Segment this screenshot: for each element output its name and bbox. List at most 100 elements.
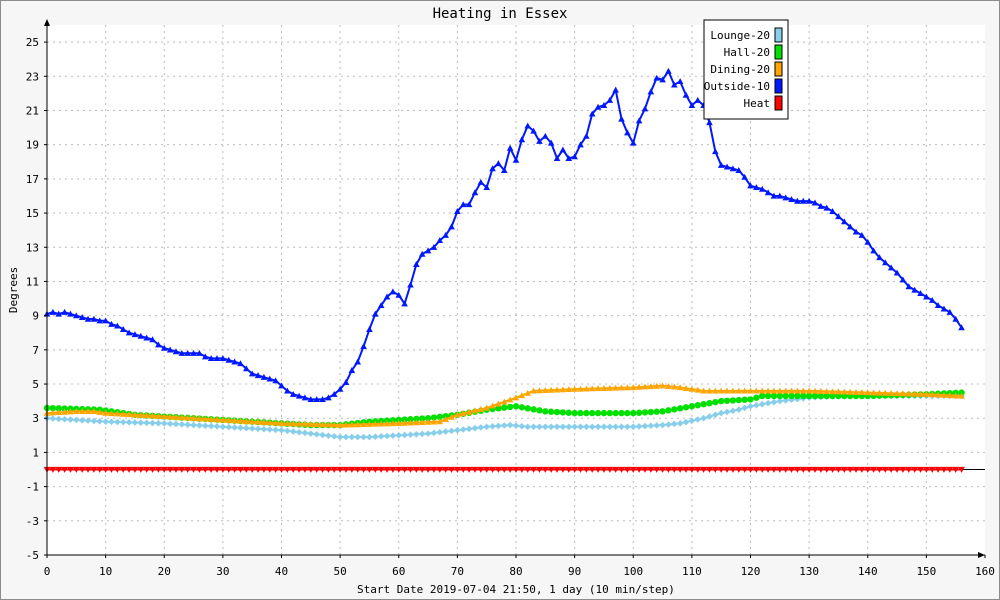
- data-point-dining-20: [577, 385, 584, 392]
- data-point-heat: [295, 466, 303, 473]
- x-tick-label: 110: [682, 565, 702, 578]
- data-point-heat: [911, 466, 918, 473]
- data-point-heat: [248, 466, 256, 473]
- data-point-heat: [846, 466, 854, 473]
- data-point-lounge-20: [67, 416, 74, 423]
- data-point-heat: [219, 466, 227, 473]
- data-point-hall-20: [565, 409, 572, 416]
- data-point-heat: [799, 466, 807, 473]
- data-point-heat: [676, 466, 684, 473]
- data-point-hall-20: [735, 396, 742, 404]
- data-point-heat: [114, 466, 121, 473]
- data-point-dining-20: [893, 390, 901, 397]
- data-point-lounge-20: [307, 430, 315, 437]
- data-point-dining-20: [266, 419, 274, 426]
- data-point-dining-20: [571, 385, 578, 392]
- data-point-heat: [852, 466, 860, 473]
- data-point-hall-20: [395, 416, 402, 424]
- data-point-heat: [307, 466, 315, 473]
- data-point-dining-20: [670, 383, 678, 390]
- data-point-outside-10: [307, 396, 315, 403]
- data-point-heat: [817, 466, 825, 473]
- data-point-lounge-20: [213, 423, 221, 430]
- data-point-heat: [512, 466, 520, 473]
- data-point-lounge-20: [483, 423, 490, 431]
- data-point-dining-20: [160, 413, 168, 420]
- data-point-dining-20: [248, 418, 256, 425]
- data-point-outside-10: [143, 334, 150, 341]
- data-point-outside-10: [436, 237, 444, 244]
- data-point-heat: [383, 466, 391, 473]
- data-point-heat: [166, 466, 174, 473]
- data-point-heat: [325, 466, 332, 473]
- data-point-lounge-20: [448, 427, 455, 435]
- data-point-heat: [659, 466, 666, 473]
- chart-title: Heating in Essex: [433, 6, 568, 22]
- data-point-hall-20: [413, 415, 420, 423]
- data-point-outside-10: [237, 360, 244, 367]
- series-dining-20: [43, 382, 965, 428]
- data-point-hall-20: [577, 409, 584, 417]
- data-point-outside-10: [383, 293, 391, 300]
- data-point-dining-20: [887, 389, 895, 396]
- data-point-lounge-20: [635, 423, 643, 430]
- data-point-hall-20: [682, 404, 690, 411]
- data-point-outside-10: [864, 238, 872, 245]
- data-point-dining-20: [348, 421, 356, 428]
- data-point-outside-10: [512, 156, 520, 163]
- data-point-lounge-20: [413, 430, 420, 438]
- data-point-lounge-20: [583, 423, 590, 431]
- data-point-lounge-20: [301, 429, 309, 437]
- data-point-outside-10: [741, 173, 748, 180]
- data-point-lounge-20: [295, 428, 303, 436]
- data-point-heat: [448, 466, 455, 473]
- y-tick-label: 9: [32, 310, 39, 323]
- data-point-heat: [682, 466, 690, 473]
- data-point-lounge-20: [424, 430, 432, 437]
- data-point-lounge-20: [55, 415, 63, 423]
- data-point-dining-20: [137, 411, 145, 418]
- data-point-dining-20: [776, 387, 784, 394]
- data-point-dining-20: [49, 409, 57, 416]
- data-point-heat: [782, 466, 789, 473]
- data-point-outside-10: [84, 315, 92, 322]
- data-point-lounge-20: [102, 418, 109, 425]
- data-point-heat: [424, 466, 432, 473]
- x-tick-label: 20: [158, 565, 171, 578]
- data-point-dining-20: [829, 388, 836, 395]
- data-point-lounge-20: [418, 430, 426, 438]
- data-point-lounge-20: [729, 407, 737, 415]
- data-point-hall-20: [665, 407, 672, 414]
- data-point-lounge-20: [706, 413, 713, 420]
- data-point-outside-10: [911, 286, 918, 293]
- data-point-heat: [67, 466, 74, 473]
- data-point-outside-10: [782, 194, 789, 201]
- data-point-heat: [893, 466, 901, 473]
- data-point-dining-20: [741, 387, 748, 394]
- legend-swatch-outside-10: [774, 78, 783, 94]
- data-point-outside-10: [319, 396, 326, 403]
- data-point-outside-10: [606, 96, 614, 103]
- data-point-heat: [395, 466, 403, 473]
- data-point-dining-20: [424, 418, 432, 425]
- data-point-dining-20: [366, 420, 373, 427]
- data-point-dining-20: [454, 411, 461, 418]
- data-point-lounge-20: [49, 415, 57, 422]
- data-point-outside-10: [624, 129, 631, 136]
- data-point-heat: [49, 466, 57, 473]
- y-tick-label: 13: [26, 241, 39, 254]
- data-point-heat: [835, 466, 842, 473]
- data-point-lounge-20: [342, 433, 350, 441]
- data-point-dining-20: [295, 420, 303, 427]
- data-point-heat: [489, 466, 496, 473]
- data-point-dining-20: [272, 419, 279, 426]
- data-point-hall-20: [764, 392, 772, 400]
- data-point-heat: [583, 466, 590, 473]
- data-point-hall-20: [542, 408, 549, 415]
- data-point-lounge-20: [336, 433, 344, 441]
- data-point-outside-10: [641, 105, 649, 112]
- data-point-lounge-20: [612, 423, 619, 431]
- data-point-outside-10: [272, 377, 279, 384]
- data-point-heat: [506, 466, 514, 473]
